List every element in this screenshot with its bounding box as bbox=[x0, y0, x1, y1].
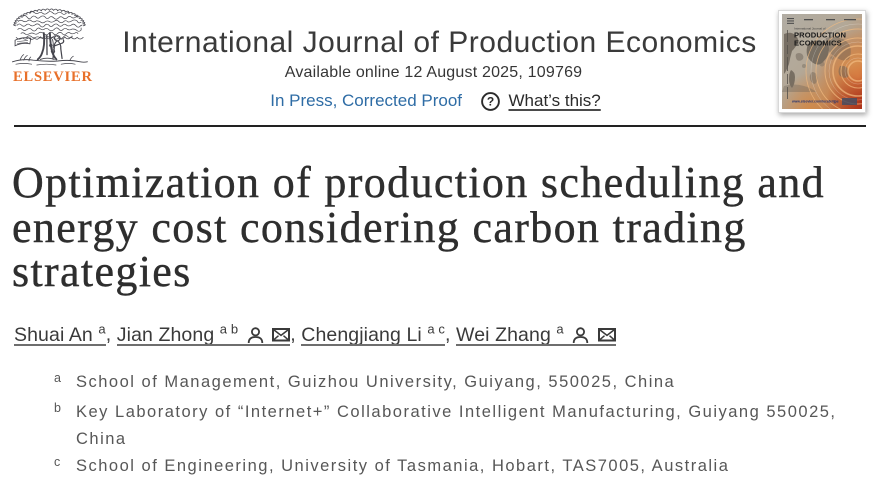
svg-text:?: ? bbox=[487, 95, 494, 109]
svg-text:ECONOMICS: ECONOMICS bbox=[794, 39, 842, 48]
svg-text:PRODUCTION: PRODUCTION bbox=[794, 31, 846, 40]
svg-text:www.elsevier.com/locate/ijpe: www.elsevier.com/locate/ijpe bbox=[791, 100, 839, 104]
svg-text:ELSEVIER: ELSEVIER bbox=[13, 69, 93, 85]
svg-text:International Journal of: International Journal of bbox=[794, 27, 826, 31]
